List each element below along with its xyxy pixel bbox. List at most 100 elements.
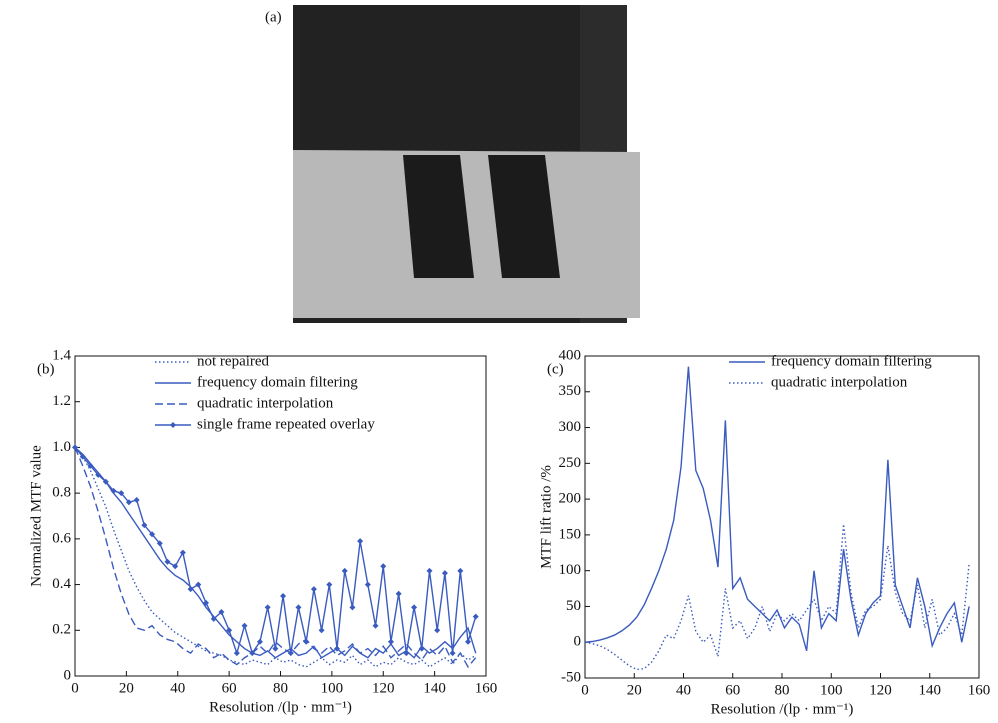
data-marker: [272, 645, 279, 652]
x-tick-label: 160: [475, 680, 498, 696]
data-marker: [249, 650, 256, 657]
legend-label: single frame repeated overlay: [197, 416, 375, 432]
data-marker: [326, 581, 333, 588]
data-marker: [380, 563, 387, 570]
legend-marker: [170, 422, 176, 428]
legend-label: frequency domain filtering: [771, 353, 932, 369]
data-marker: [179, 549, 186, 556]
data-marker: [334, 645, 341, 652]
y-tick-label: 0: [574, 634, 582, 650]
data-marker: [210, 615, 217, 622]
data-line: [74, 447, 477, 669]
x-tick-label: 100: [820, 682, 843, 698]
data-marker: [287, 650, 294, 657]
x-axis-label: Resolution /(lp · mm⁻¹): [711, 701, 854, 717]
x-tick-label: 0: [71, 680, 79, 696]
data-marker: [349, 604, 356, 611]
data-marker: [218, 609, 225, 615]
data-marker: [341, 567, 348, 574]
data-marker: [118, 490, 125, 497]
x-tick-label: 120: [372, 680, 395, 696]
data-marker: [426, 567, 433, 574]
x-tick-label: 20: [119, 680, 134, 696]
data-line: [74, 446, 477, 656]
data-marker: [164, 558, 171, 565]
panel-label: (b): [37, 361, 55, 377]
data-line: [74, 446, 477, 659]
y-tick-label: 150: [559, 526, 582, 542]
photo-bar: [488, 155, 560, 278]
data-marker: [280, 593, 287, 599]
data-marker: [156, 540, 163, 547]
data-marker: [79, 453, 86, 460]
x-tick-label: 80: [273, 680, 288, 696]
data-marker: [264, 604, 271, 611]
data-marker: [318, 627, 325, 634]
x-tick-label: 140: [423, 680, 446, 696]
y-tick-label: 1.0: [52, 439, 71, 455]
y-tick-label: 400: [559, 347, 582, 363]
data-marker: [72, 444, 78, 451]
panel-label: (a): [265, 9, 282, 25]
data-marker: [110, 487, 117, 494]
y-axis-label: Normalized MTF value: [28, 445, 44, 587]
photo-bar: [403, 155, 474, 278]
x-tick-label: 40: [676, 682, 691, 698]
x-tick-label: 100: [321, 680, 344, 696]
data-marker: [395, 590, 402, 597]
data-marker: [95, 471, 102, 478]
data-marker: [233, 650, 240, 657]
data-marker: [357, 538, 364, 545]
data-marker: [295, 604, 302, 611]
data-marker: [472, 613, 479, 620]
y-tick-label: 250: [559, 455, 582, 471]
y-tick-label: 1.2: [52, 393, 71, 409]
data-marker: [457, 567, 464, 574]
x-axis-label: Resolution /(lp · mm⁻¹): [209, 699, 352, 715]
data-marker: [256, 638, 263, 645]
x-tick-label: 80: [775, 682, 790, 698]
data-marker: [187, 586, 194, 593]
legend-label: frequency domain filtering: [197, 374, 358, 390]
data-line: [74, 446, 477, 668]
x-tick-label: 0: [581, 682, 589, 698]
data-marker: [195, 581, 202, 588]
y-tick-label: 0.8: [52, 485, 71, 501]
plot-frame: [584, 355, 980, 679]
data-marker: [87, 462, 94, 469]
data-marker: [372, 622, 379, 629]
data-marker: [449, 650, 456, 657]
y-tick-label: 350: [559, 383, 582, 399]
data-line: [584, 524, 970, 671]
data-marker: [172, 563, 179, 570]
y-tick-label: 200: [559, 491, 582, 507]
data-marker: [403, 650, 410, 657]
y-axis-label: MTF lift ratio /%: [538, 465, 554, 569]
y-tick-label: 0.6: [52, 530, 71, 546]
data-marker: [465, 638, 472, 645]
data-marker: [303, 638, 310, 645]
data-marker: [418, 645, 425, 652]
legend-label: quadratic interpolation: [197, 395, 334, 411]
data-marker: [364, 581, 371, 588]
y-tick-label: -50: [561, 669, 581, 685]
x-tick-label: 60: [222, 680, 237, 696]
data-marker: [411, 604, 418, 611]
y-tick-label: 50: [566, 598, 581, 614]
y-tick-label: 0.2: [52, 622, 71, 638]
y-tick-label: 1.4: [52, 347, 71, 363]
data-marker: [141, 522, 148, 529]
y-tick-label: 0: [64, 667, 72, 683]
x-tick-label: 120: [869, 682, 892, 698]
x-tick-label: 20: [627, 682, 642, 698]
y-tick-label: 100: [559, 562, 582, 578]
x-tick-label: 140: [919, 682, 942, 698]
data-marker: [226, 627, 233, 634]
data-marker: [149, 531, 156, 538]
data-marker: [441, 570, 448, 577]
panel-label: (c): [547, 361, 564, 377]
legend-label: not repaired: [197, 353, 270, 369]
data-marker: [434, 627, 441, 634]
